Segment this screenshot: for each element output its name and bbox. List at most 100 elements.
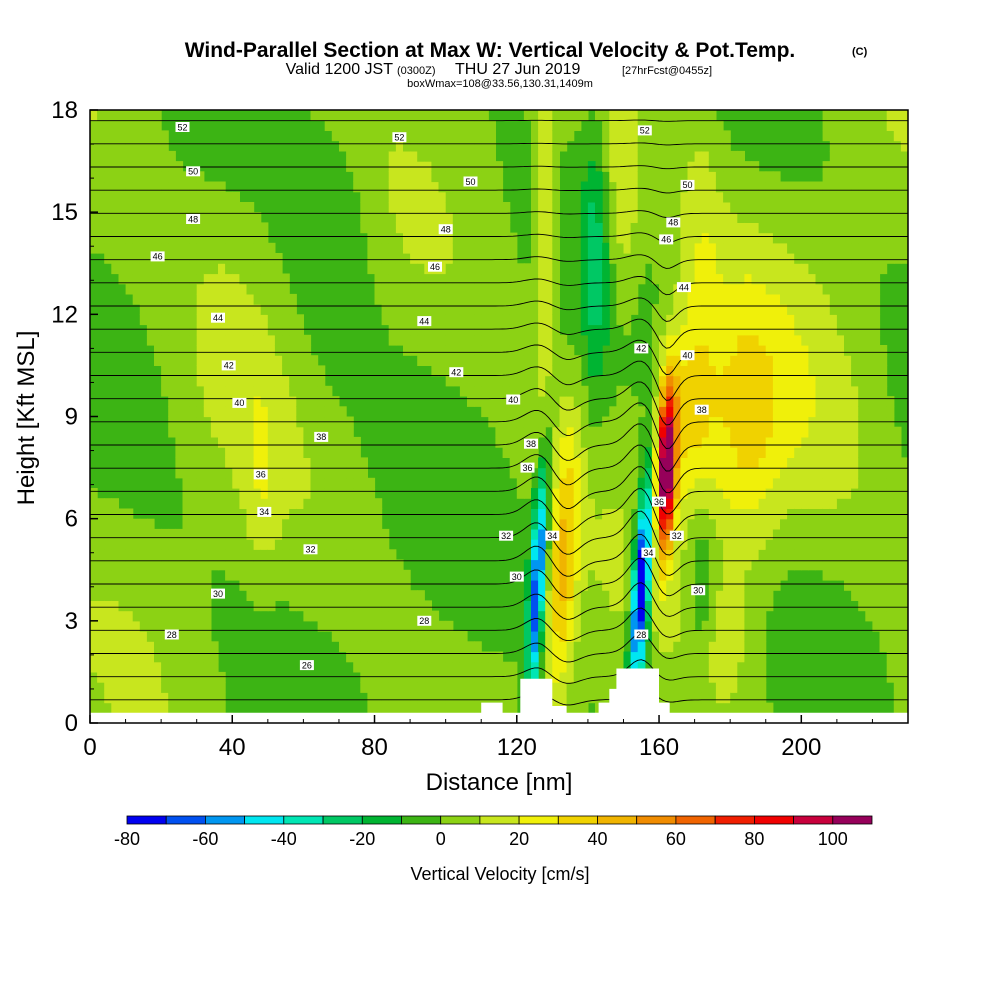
w-cell bbox=[353, 569, 361, 581]
w-cell bbox=[459, 283, 468, 295]
w-cell bbox=[417, 682, 425, 693]
w-cell bbox=[509, 385, 518, 397]
w-cell bbox=[168, 202, 176, 213]
w-cell bbox=[680, 528, 689, 540]
w-cell bbox=[125, 161, 134, 172]
theta-label: 30 bbox=[211, 588, 225, 599]
w-cell bbox=[452, 304, 461, 315]
w-cell bbox=[701, 692, 710, 704]
w-cell bbox=[218, 426, 226, 438]
w-cell bbox=[289, 314, 297, 326]
w-cell bbox=[602, 253, 610, 264]
w-cell bbox=[531, 222, 539, 234]
w-cell bbox=[360, 549, 368, 561]
w-cell bbox=[203, 610, 212, 622]
w-cell bbox=[893, 600, 902, 612]
w-cell bbox=[787, 477, 795, 489]
theta-label: 30 bbox=[509, 571, 524, 582]
w-cell bbox=[125, 273, 134, 285]
w-cell bbox=[758, 181, 767, 193]
w-cell bbox=[474, 253, 482, 264]
w-cell bbox=[310, 457, 319, 469]
w-cell bbox=[815, 253, 824, 264]
w-cell bbox=[118, 528, 127, 540]
w-cell bbox=[367, 498, 376, 509]
w-cell bbox=[552, 467, 560, 479]
w-cell bbox=[602, 314, 610, 326]
w-cell bbox=[97, 651, 105, 663]
w-cell bbox=[339, 110, 347, 121]
w-cell bbox=[552, 416, 560, 428]
w-cell bbox=[659, 692, 667, 704]
w-cell bbox=[523, 488, 532, 499]
w-cell bbox=[118, 549, 127, 561]
w-cell bbox=[459, 253, 468, 264]
w-cell bbox=[751, 661, 760, 673]
w-cell bbox=[317, 385, 326, 397]
w-cell bbox=[317, 559, 326, 571]
w-cell bbox=[708, 488, 717, 499]
w-cell bbox=[587, 682, 596, 693]
w-cell bbox=[154, 283, 162, 295]
w-cell bbox=[644, 140, 653, 152]
w-cell bbox=[523, 641, 532, 653]
w-cell bbox=[139, 232, 148, 244]
w-cell bbox=[445, 620, 454, 632]
w-cell bbox=[580, 702, 589, 714]
w-cell bbox=[196, 559, 205, 571]
w-cell bbox=[481, 253, 489, 264]
w-cell bbox=[467, 293, 475, 305]
w-cell bbox=[154, 130, 162, 142]
w-cell bbox=[715, 488, 724, 499]
w-cell bbox=[723, 324, 731, 336]
w-cell bbox=[225, 477, 233, 489]
w-cell bbox=[324, 610, 333, 622]
w-cell bbox=[175, 682, 184, 693]
w-cell bbox=[324, 396, 333, 407]
w-cell bbox=[132, 518, 141, 530]
w-cell bbox=[296, 426, 304, 438]
w-cell bbox=[239, 488, 248, 499]
w-cell bbox=[623, 488, 632, 499]
w-cell bbox=[203, 365, 212, 377]
w-cell bbox=[161, 150, 169, 162]
w-cell bbox=[168, 191, 176, 203]
w-cell bbox=[715, 130, 724, 142]
w-cell bbox=[580, 222, 589, 234]
w-cell bbox=[168, 304, 176, 315]
w-cell bbox=[552, 273, 560, 285]
w-cell bbox=[723, 426, 731, 438]
w-cell bbox=[210, 467, 219, 479]
w-cell bbox=[659, 539, 667, 550]
w-cell bbox=[139, 671, 148, 683]
w-cell bbox=[324, 600, 333, 612]
w-cell bbox=[566, 345, 575, 356]
w-cell bbox=[225, 396, 233, 407]
w-cell bbox=[737, 334, 745, 346]
w-cell bbox=[274, 293, 283, 305]
w-cell bbox=[367, 488, 376, 499]
w-cell bbox=[168, 242, 176, 254]
w-cell bbox=[595, 253, 603, 264]
w-cell bbox=[452, 212, 461, 223]
w-cell bbox=[132, 202, 141, 213]
w-cell bbox=[844, 181, 852, 193]
w-cell bbox=[829, 232, 838, 244]
w-cell bbox=[459, 324, 468, 336]
w-cell bbox=[274, 477, 283, 489]
w-cell bbox=[673, 559, 681, 571]
w-cell bbox=[403, 263, 411, 275]
w-cell bbox=[851, 345, 859, 356]
w-cell bbox=[694, 242, 703, 254]
w-cell bbox=[829, 212, 838, 223]
w-cell bbox=[787, 426, 795, 438]
w-cell bbox=[154, 242, 162, 254]
w-cell bbox=[104, 539, 112, 550]
w-cell bbox=[118, 518, 127, 530]
w-cell bbox=[680, 498, 689, 509]
w-cell bbox=[196, 590, 205, 601]
w-cell bbox=[701, 150, 710, 162]
w-cell bbox=[111, 202, 119, 213]
w-cell bbox=[367, 477, 376, 489]
w-cell bbox=[886, 150, 895, 162]
